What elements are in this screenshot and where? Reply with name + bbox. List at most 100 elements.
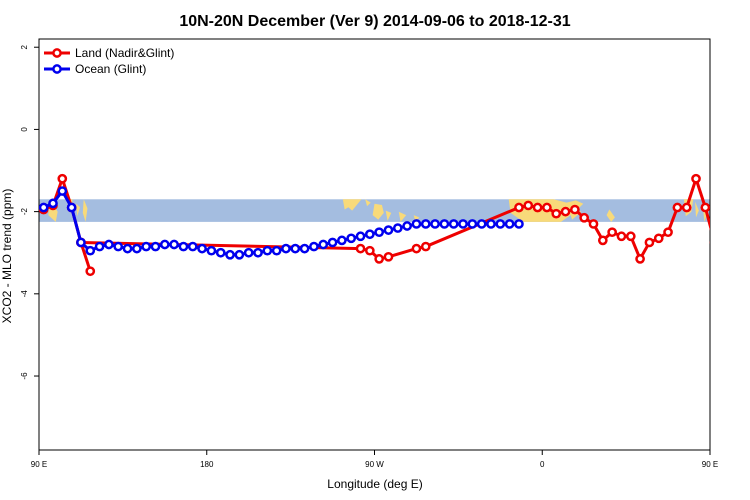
data-point (85, 245, 96, 256)
data-point (644, 237, 655, 248)
data-point (178, 241, 189, 252)
data-point (514, 202, 524, 213)
data-point (420, 241, 431, 252)
data-point (383, 251, 394, 262)
data-point (85, 266, 96, 277)
data-point (625, 231, 636, 242)
data-point (355, 231, 366, 242)
data-point (411, 243, 422, 254)
data-point (523, 200, 534, 211)
data-point (253, 247, 263, 258)
data-point (514, 219, 524, 229)
land-patch (695, 201, 699, 218)
data-point (337, 235, 347, 246)
data-point (374, 227, 385, 238)
data-point (458, 219, 468, 229)
series-land (39, 173, 746, 277)
data-point (364, 229, 375, 240)
y-tick-label: 0 (20, 127, 29, 132)
data-point (364, 245, 375, 256)
data-point (681, 202, 692, 213)
data-point (635, 254, 645, 264)
x-tick-label: 0 (540, 460, 545, 469)
data-point (374, 254, 385, 264)
data-point (616, 231, 627, 242)
y-tick-label: -6 (20, 372, 29, 380)
data-point (159, 239, 170, 250)
land-patch (606, 209, 615, 222)
data-point (532, 202, 543, 213)
y-tick-label: 2 (20, 44, 29, 49)
land-patch (372, 203, 384, 220)
data-point (720, 268, 727, 275)
y-axis: 2 0 -2 -4 -6 (20, 44, 39, 380)
data-point (197, 243, 207, 254)
data-point (439, 219, 450, 229)
x-tick-label: 180 (200, 460, 214, 469)
data-point (672, 202, 683, 213)
data-point (663, 227, 673, 238)
x-tick-label: 90 W (365, 460, 384, 469)
data-point (739, 239, 746, 246)
data-point (383, 225, 394, 235)
data-point (262, 245, 273, 256)
data-point (542, 202, 552, 213)
data-point (94, 241, 105, 252)
land-patch (342, 199, 362, 211)
data-point (169, 239, 179, 250)
data-point (234, 249, 245, 260)
data-point (132, 243, 142, 254)
data-point (318, 239, 329, 250)
data-point (551, 208, 562, 219)
chart-title: 10N-20N December (Ver 9) 2014-09-06 to 2… (179, 13, 570, 30)
data-point (206, 245, 217, 256)
data-point (560, 206, 571, 217)
x-tick-label: 90 E (31, 460, 47, 469)
data-point (730, 239, 737, 246)
x-axis-label: Longitude (deg E) (327, 477, 422, 491)
data-point (700, 202, 710, 213)
legend-label: Ocean (Glint) (75, 62, 146, 76)
data-point (309, 241, 319, 252)
land-patch (385, 210, 392, 221)
data-point (709, 241, 710, 244)
data-point (39, 202, 49, 213)
data-point (57, 186, 68, 196)
data-point (122, 243, 133, 254)
data-point (392, 223, 403, 233)
data-point (150, 241, 161, 252)
data-point (271, 245, 282, 256)
background-map (39, 199, 710, 222)
data-point (691, 173, 701, 184)
land-patch (76, 203, 81, 217)
data-point (48, 198, 58, 209)
x-axis: 90 E 180 90 W 0 90 E (31, 450, 718, 469)
legend-marker (52, 48, 62, 58)
data-point (495, 219, 506, 229)
data-point (588, 219, 599, 229)
legend: Land (Nadir&Glint) Ocean (Glint) (44, 46, 174, 76)
data-point (104, 239, 114, 250)
data-point (653, 233, 664, 244)
data-point (327, 237, 338, 248)
series-layer (39, 173, 746, 277)
data-point (243, 247, 254, 258)
data-point (66, 202, 77, 213)
data-point (290, 243, 301, 254)
data-point (299, 243, 310, 254)
data-point (467, 219, 478, 229)
land-patch (365, 199, 371, 207)
data-point (607, 227, 617, 238)
data-point (225, 249, 235, 260)
data-point (448, 219, 459, 229)
data-point (430, 219, 440, 229)
data-point (504, 219, 515, 229)
y-tick-label: -2 (20, 208, 29, 216)
data-point (113, 241, 124, 252)
data-point (281, 243, 291, 254)
data-point (355, 243, 366, 254)
data-point (76, 237, 86, 248)
land-patch (398, 211, 407, 222)
series-ocean (39, 186, 524, 260)
